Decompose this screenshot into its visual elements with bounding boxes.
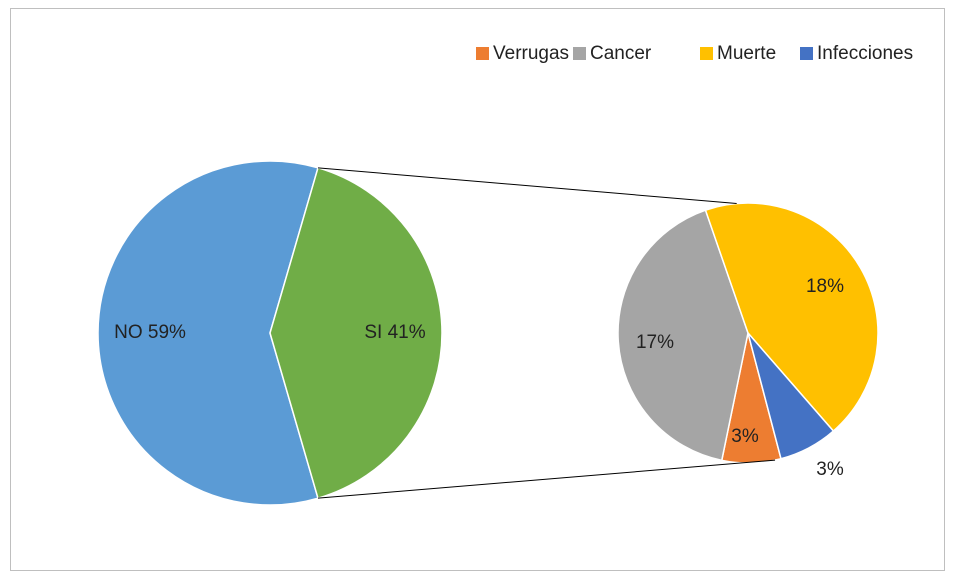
connector-line [317, 167, 737, 204]
legend-label: Verrugas [493, 43, 569, 64]
legend-swatch [476, 47, 489, 60]
pie-slice [704, 202, 879, 433]
data-label: 18% [806, 276, 844, 297]
pie-slice [269, 166, 443, 500]
data-label: 3% [816, 459, 844, 480]
data-label: 3% [731, 426, 759, 447]
pie-slice [617, 209, 749, 462]
legend-label: Infecciones [817, 43, 913, 64]
connector-line [317, 459, 776, 499]
legend-label: Cancer [590, 43, 652, 64]
legend-swatch [573, 47, 586, 60]
data-label: 17% [636, 332, 674, 353]
legend-label: Muerte [717, 43, 776, 64]
pie-slice [747, 332, 835, 460]
data-label: NO 59% [114, 322, 186, 343]
legend-swatch [700, 47, 713, 60]
data-label: SI 41% [364, 322, 425, 343]
pie-slice [97, 160, 319, 506]
legend-swatch [800, 47, 813, 60]
